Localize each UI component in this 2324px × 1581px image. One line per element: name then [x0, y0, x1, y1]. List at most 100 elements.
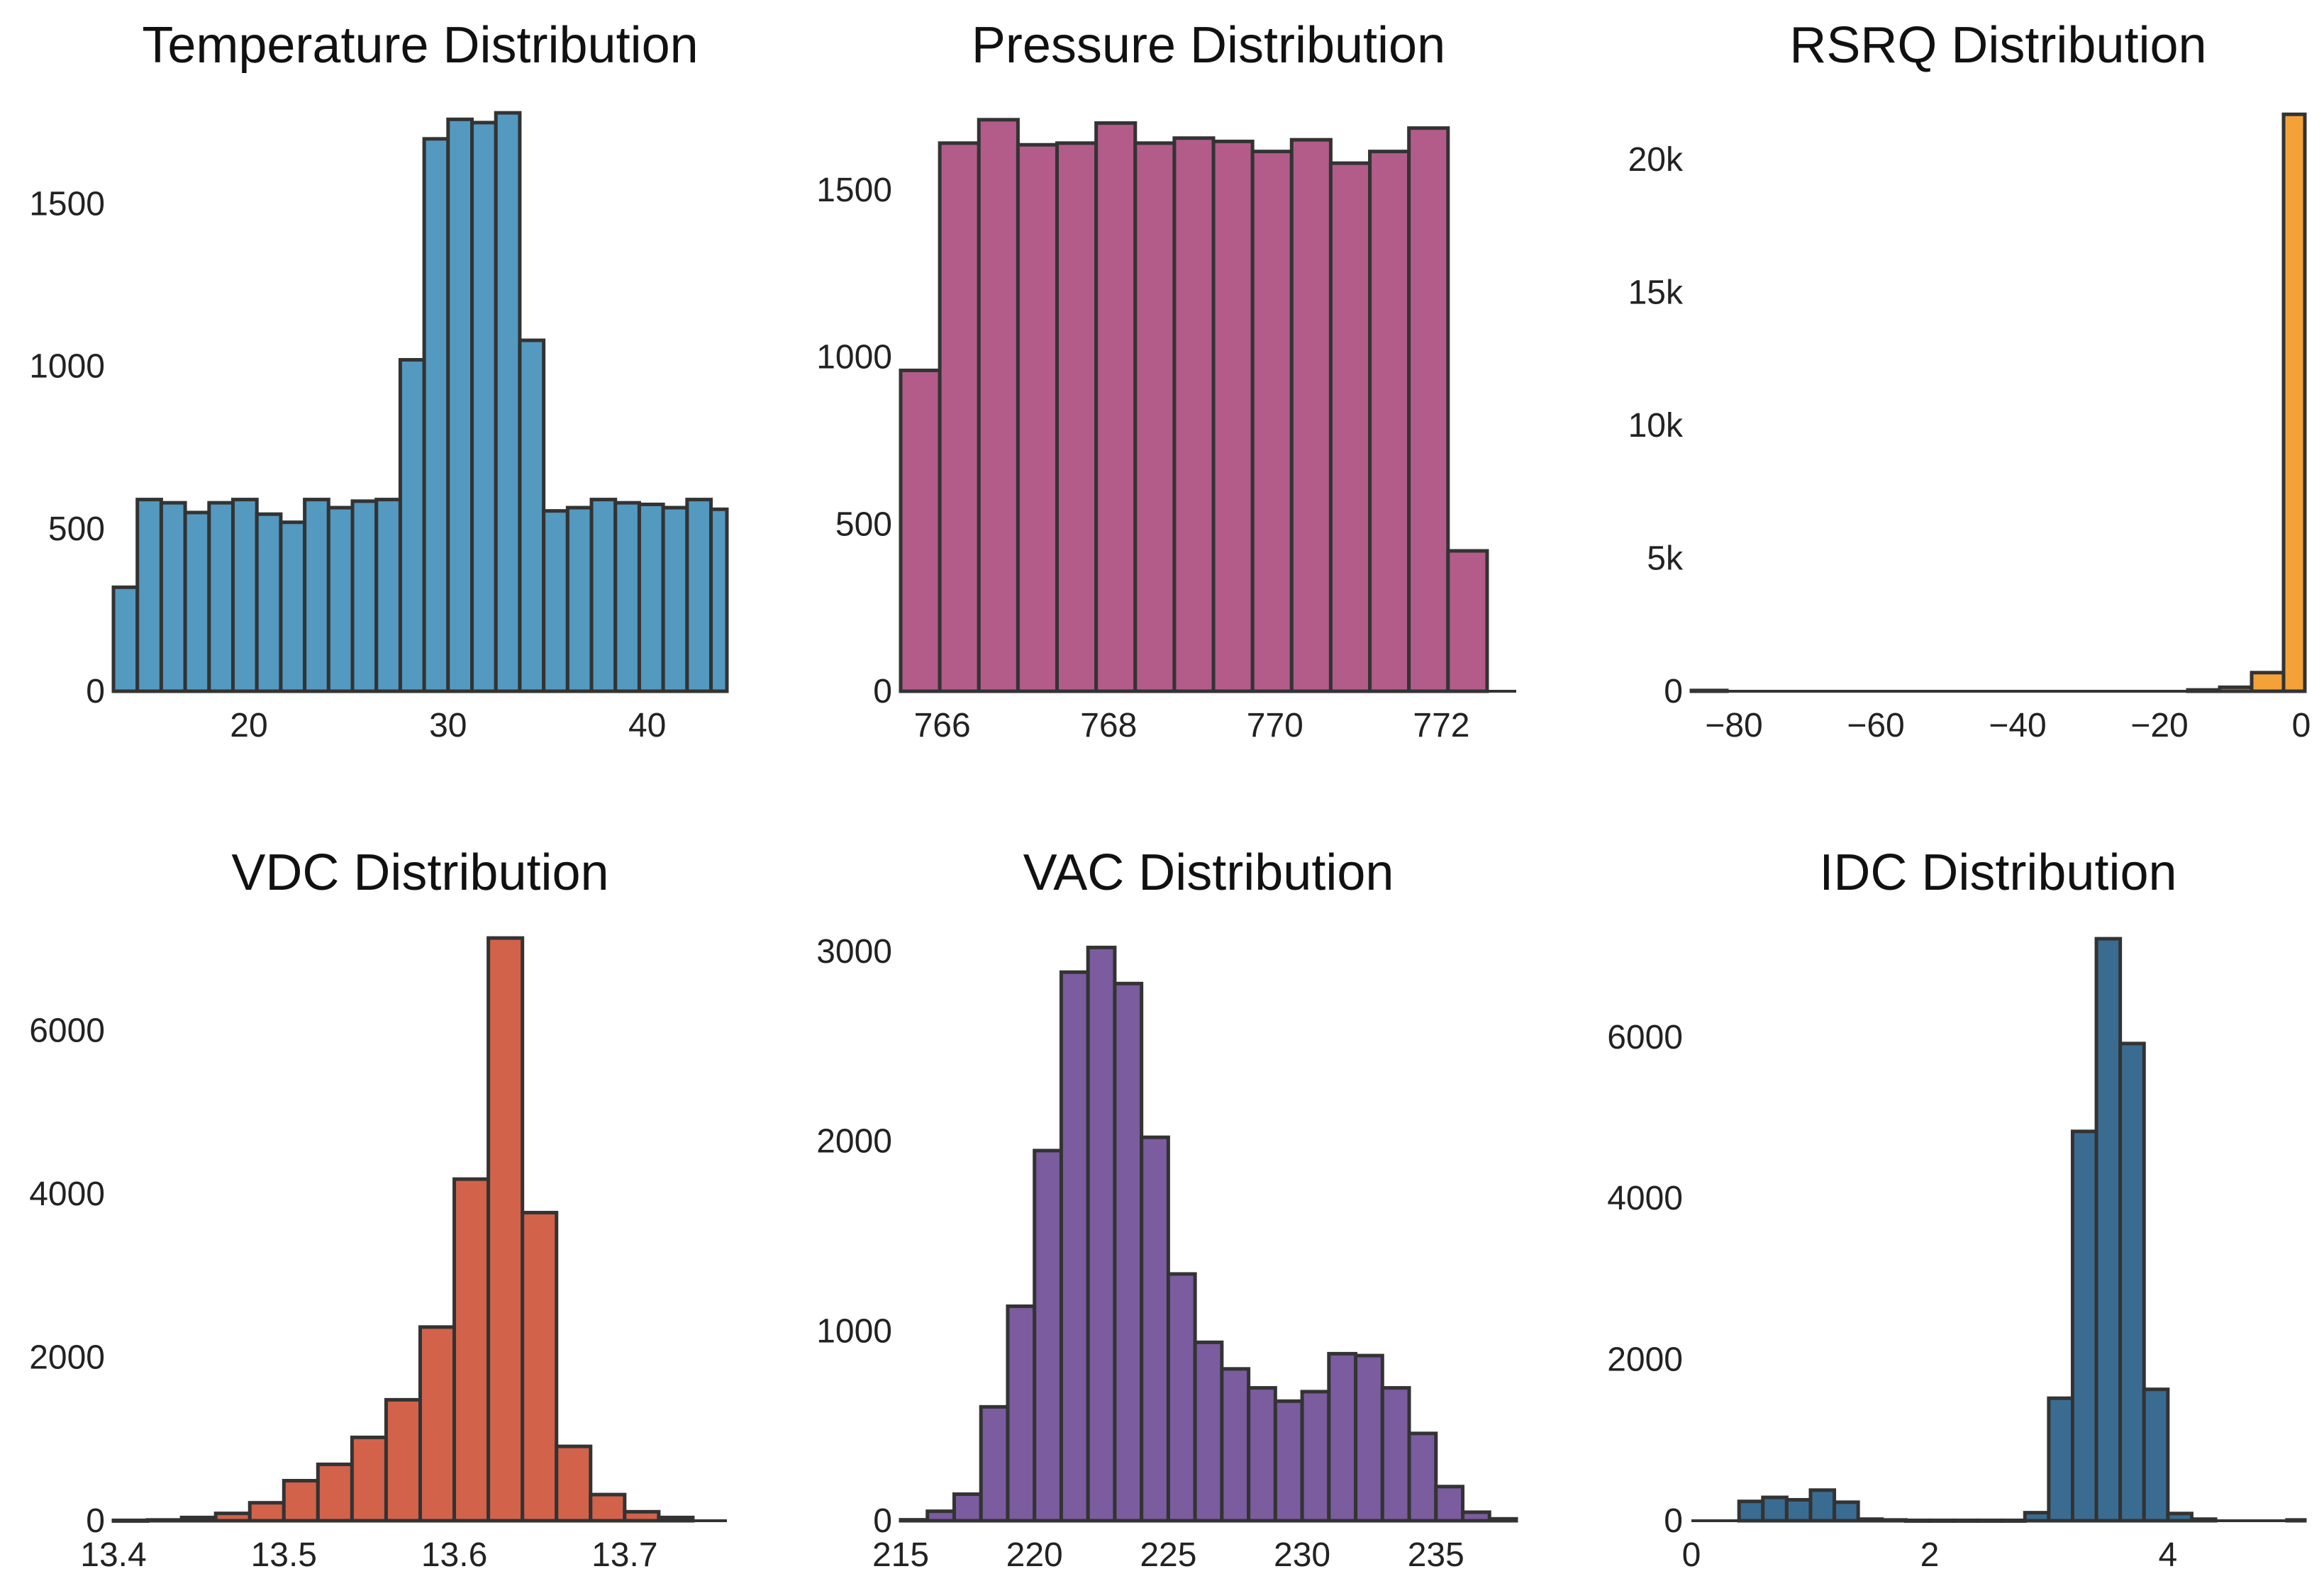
histogram-bar: [1247, 1386, 1277, 1523]
histogram-bar: [159, 501, 187, 693]
histogram-bar: [565, 505, 594, 693]
histogram-bar: [1086, 945, 1117, 1523]
y-tick-label: 2000: [816, 1123, 892, 1161]
y-tick-label: 20k: [1628, 141, 1684, 179]
histogram-bar: [979, 1404, 1010, 1523]
histogram-bar: [1407, 1431, 1438, 1523]
histogram-bar: [1006, 1304, 1037, 1523]
histogram-bar: [542, 509, 569, 693]
histogram-panel-4: VDC Distribution 13.4 13.5 13.6 13.7 0 2000 400…: [29, 844, 727, 1574]
histogram-bar: [1133, 141, 1177, 693]
histogram-bar: [248, 1501, 286, 1523]
histogram-bar: [231, 498, 259, 693]
x-tick-label: 20: [230, 707, 267, 744]
histogram-bar: [709, 507, 729, 693]
histogram-bar: [1193, 1340, 1224, 1523]
histogram-bar: [1327, 1351, 1358, 1523]
histogram-bar: [422, 137, 450, 693]
y-tick-label: 0: [873, 1502, 892, 1540]
histogram-bar: [1737, 1499, 1765, 1523]
y-tick-label: 6000: [1607, 1019, 1683, 1056]
y-tick-label: 0: [86, 1502, 105, 1540]
histogram-bar: [1784, 1497, 1813, 1523]
histogram-bar: [111, 585, 140, 693]
x-tick-label: 2: [1920, 1536, 1940, 1574]
histogram-bar: [374, 498, 402, 693]
histogram-bar: [661, 505, 689, 693]
histogram-bar: [899, 368, 942, 693]
x-tick-label: 225: [1140, 1536, 1196, 1574]
y-tick-label: 1500: [29, 186, 105, 223]
histogram-bar: [1033, 1149, 1063, 1523]
histogram-bar: [1172, 136, 1216, 693]
y-tick-label: 6000: [29, 1012, 105, 1049]
histogram-bar: [2047, 1396, 2074, 1523]
histogram-bar: [2094, 937, 2123, 1523]
histogram-bar: [1016, 143, 1060, 693]
histogram-bar: [316, 1462, 354, 1523]
histogram-bar: [2250, 671, 2286, 693]
x-tick-label: 13.6: [421, 1536, 487, 1574]
histogram-bar: [384, 1397, 423, 1523]
histogram-bar: [2070, 1129, 2098, 1523]
histogram-bar: [398, 358, 426, 693]
histogram-bar: [977, 118, 1020, 693]
histogram-bar: [589, 498, 618, 693]
histogram-bar: [350, 499, 379, 693]
y-tick-label: 10k: [1628, 407, 1684, 445]
y-tick-label: 0: [1664, 673, 1683, 710]
histogram-bar: [637, 502, 665, 693]
y-tick-label: 1500: [816, 172, 892, 209]
histogram-bar: [1380, 1386, 1411, 1523]
histogram-panel-6: IDC Distribution 0 2 4 0 2000 4000 6000: [1607, 844, 2307, 1574]
chart-title: IDC Distribution: [1819, 844, 2176, 901]
histogram-panel-5: VAC Distribution 215 220 225 230 235 0 1000 2000…: [816, 844, 1518, 1574]
histogram-bar: [1055, 141, 1099, 693]
y-tick-label: 2000: [29, 1339, 105, 1376]
x-tick-label: 4: [2158, 1536, 2177, 1574]
histogram-bar: [1289, 138, 1333, 693]
histogram-bar: [685, 498, 713, 693]
y-tick-label: 0: [1664, 1502, 1683, 1540]
histogram-bar: [952, 1492, 983, 1523]
x-tick-label: 0: [1682, 1536, 1701, 1574]
histogram-bar: [279, 520, 307, 693]
histogram-bar: [1113, 981, 1144, 1523]
histogram-bar: [555, 1444, 593, 1523]
x-tick-label: 13.7: [591, 1536, 657, 1574]
y-tick-label: 1000: [29, 348, 105, 386]
x-tick-label: 40: [628, 707, 666, 744]
y-tick-label: 5k: [1647, 540, 1684, 578]
histogram-bar: [326, 505, 355, 693]
x-tick-label: 13.5: [251, 1536, 317, 1574]
chart-title: Temperature Distribution: [142, 17, 698, 74]
histogram-bar: [613, 501, 641, 693]
histogram-bar: [446, 117, 474, 693]
histogram-bar: [135, 498, 163, 693]
y-tick-label: 1000: [816, 339, 892, 376]
y-tick-label: 500: [835, 505, 892, 543]
chart-title: RSRQ Distribution: [1789, 17, 2206, 74]
histogram-bar: [183, 510, 211, 693]
histogram-bar: [1211, 140, 1255, 693]
histogram-bar: [1833, 1500, 1860, 1523]
histogram-bar: [487, 936, 525, 1523]
histogram-bar: [938, 141, 981, 693]
histogram-bar: [2142, 1387, 2170, 1523]
x-tick-label: 220: [1006, 1536, 1063, 1574]
x-tick-label: −40: [1989, 707, 2046, 744]
histogram-bar: [494, 111, 522, 693]
histogram-panel-3: RSRQ Distribution −80 −60 −40 −20 0 0 5k 10k 15k 2…: [1628, 17, 2311, 744]
chart-title: Pressure Distribution: [972, 17, 1445, 74]
x-tick-label: 0: [2292, 707, 2311, 744]
y-tick-label: 500: [48, 510, 105, 548]
y-tick-label: 2000: [1607, 1341, 1683, 1379]
histogram-bar: [470, 121, 498, 693]
x-tick-label: 770: [1247, 707, 1303, 744]
histogram-bar: [207, 501, 235, 693]
x-tick-label: 215: [872, 1536, 929, 1574]
x-tick-label: 772: [1413, 707, 1469, 744]
y-tick-label: 0: [873, 673, 892, 710]
x-tick-label: 235: [1408, 1536, 1464, 1574]
